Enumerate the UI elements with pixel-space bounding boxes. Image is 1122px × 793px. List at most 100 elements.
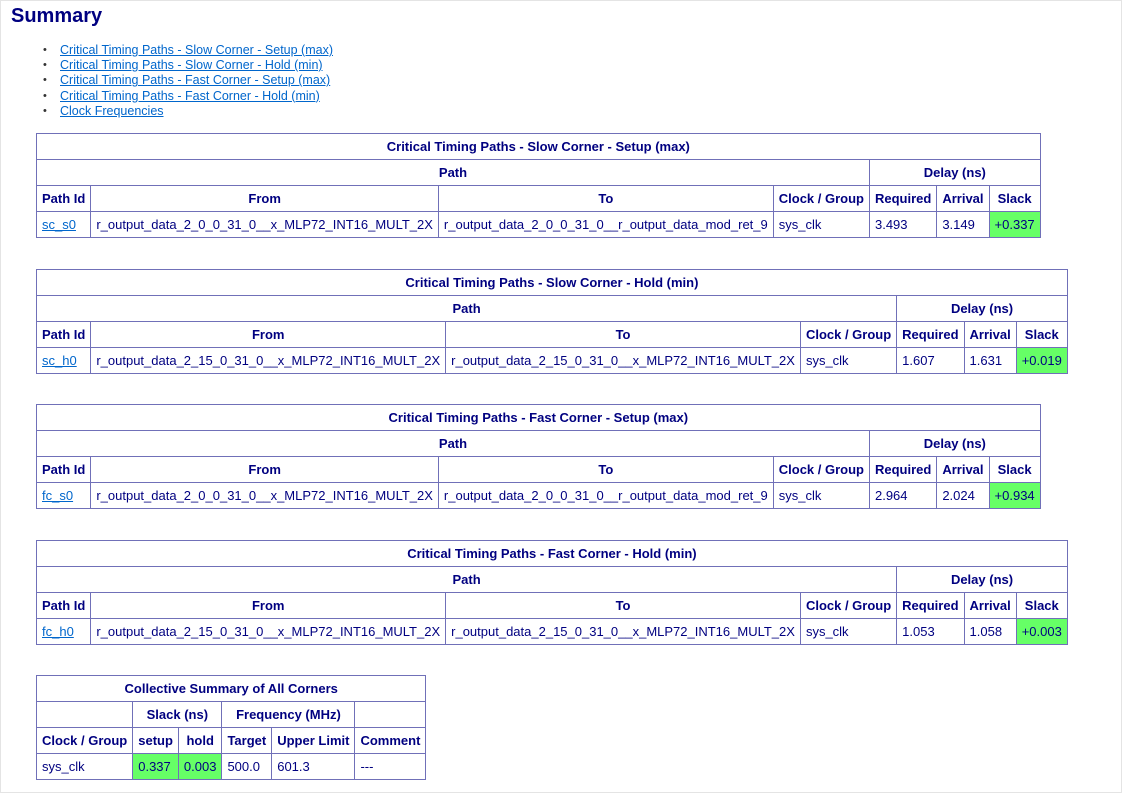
- path-id-link[interactable]: fc_h0: [42, 624, 74, 639]
- path-id-link[interactable]: sc_s0: [42, 217, 76, 232]
- cell-to: r_output_data_2_0_0_31_0__r_output_data_…: [437, 211, 774, 238]
- cell-from: r_output_data_2_15_0_31_0__x_MLP72_INT16…: [90, 618, 447, 645]
- delay-group-header: Delay (ns): [896, 566, 1068, 593]
- header-arrival: Arrival: [963, 592, 1017, 619]
- timing-table-slow-hold: Critical Timing Paths - Slow Corner - Ho…: [35, 269, 1068, 374]
- cell-arrival: 3.149: [936, 211, 990, 238]
- cell-upper-limit: 601.3: [271, 753, 356, 780]
- header-from: From: [90, 592, 447, 619]
- cell-clock: sys_clk: [35, 753, 134, 780]
- table-title: Critical Timing Paths - Slow Corner - Ho…: [36, 269, 1068, 296]
- cell-target: 500.0: [221, 753, 273, 780]
- link-slow-hold[interactable]: Critical Timing Paths - Slow Corner - Ho…: [60, 58, 323, 73]
- collective-summary-table: Collective Summary of All Corners Slack …: [35, 675, 427, 780]
- delay-group-header: Delay (ns): [896, 295, 1068, 322]
- path-group-header: Path: [36, 159, 870, 186]
- link-slow-setup[interactable]: Critical Timing Paths - Slow Corner - Se…: [60, 43, 333, 57]
- cell-required: 1.607: [896, 347, 965, 374]
- cell-hold-slack: 0.003: [177, 753, 223, 780]
- header-from: From: [90, 456, 439, 483]
- header-to: To: [445, 321, 801, 348]
- cell-arrival: 2.024: [936, 482, 990, 509]
- summary-blank: [354, 701, 427, 728]
- summary-blank: [35, 701, 134, 728]
- link-fast-setup[interactable]: Critical Timing Paths - Fast Corner - Se…: [60, 73, 331, 88]
- cell-clock: sys_clk: [772, 482, 870, 509]
- link-fast-hold[interactable]: Critical Timing Paths - Fast Corner - Ho…: [60, 88, 320, 103]
- timing-table-slow-setup: Critical Timing Paths - Slow Corner - Se…: [35, 133, 1041, 238]
- cell-to: r_output_data_2_15_0_31_0__x_MLP72_INT16…: [445, 347, 801, 374]
- header-clock-group: Clock / Group: [772, 456, 870, 483]
- cell-from: r_output_data_2_0_0_31_0__x_MLP72_INT16_…: [90, 482, 439, 509]
- header-path-id: Path Id: [35, 321, 92, 348]
- toc-item: Critical Timing Paths - Slow Corner - Ho…: [43, 58, 333, 73]
- header-clock-group: Clock / Group: [35, 727, 134, 754]
- cell-slack: +0.934: [988, 482, 1041, 509]
- cell-to: r_output_data_2_0_0_31_0__r_output_data_…: [437, 482, 774, 509]
- frequency-group-header: Frequency (MHz): [221, 701, 356, 728]
- header-arrival: Arrival: [936, 456, 990, 483]
- table-row: fc_h0 r_output_data_2_15_0_31_0__x_MLP72…: [35, 618, 1068, 645]
- header-path-id: Path Id: [35, 592, 92, 619]
- header-from: From: [90, 185, 439, 212]
- table-row: sys_clk 0.337 0.003 500.0 601.3 ---: [35, 753, 427, 780]
- path-group-header: Path: [35, 566, 898, 593]
- cell-path-id: fc_h0: [35, 618, 92, 645]
- cell-slack: +0.337: [988, 211, 1041, 238]
- header-clock-group: Clock / Group: [772, 185, 870, 212]
- cell-slack: +0.003: [1015, 618, 1068, 645]
- cell-arrival: 1.058: [963, 618, 1017, 645]
- table-title: Critical Timing Paths - Slow Corner - Se…: [36, 133, 1041, 160]
- cell-required: 3.493: [868, 211, 938, 238]
- timing-table-fast-hold: Critical Timing Paths - Fast Corner - Ho…: [35, 540, 1068, 645]
- toc-item: Critical Timing Paths - Fast Corner - Se…: [43, 73, 333, 88]
- delay-group-header: Delay (ns): [868, 430, 1041, 457]
- cell-comment: ---: [354, 753, 427, 780]
- cell-required: 2.964: [868, 482, 938, 509]
- cell-path-id: fc_s0: [35, 482, 92, 509]
- link-clock-frequencies[interactable]: Clock Frequencies: [60, 103, 164, 118]
- header-to: To: [437, 456, 774, 483]
- cell-required: 1.053: [896, 618, 965, 645]
- delay-group-header: Delay (ns): [868, 159, 1041, 186]
- header-arrival: Arrival: [936, 185, 990, 212]
- slack-group-header: Slack (ns): [132, 701, 223, 728]
- header-target: Target: [221, 727, 273, 754]
- toc-item: Critical Timing Paths - Fast Corner - Ho…: [43, 89, 333, 104]
- header-required: Required: [868, 185, 938, 212]
- table-of-contents: Critical Timing Paths - Slow Corner - Se…: [43, 43, 333, 119]
- header-slack: Slack: [1015, 321, 1068, 348]
- header-setup: setup: [132, 727, 179, 754]
- toc-item: Clock Frequencies: [43, 104, 333, 119]
- summary-title: Collective Summary of All Corners: [35, 675, 427, 702]
- header-path-id: Path Id: [35, 185, 92, 212]
- header-required: Required: [896, 592, 965, 619]
- header-comment: Comment: [354, 727, 427, 754]
- header-to: To: [445, 592, 801, 619]
- header-required: Required: [868, 456, 938, 483]
- path-id-link[interactable]: sc_h0: [42, 353, 77, 368]
- header-to: To: [437, 185, 774, 212]
- header-from: From: [90, 321, 447, 348]
- cell-arrival: 1.631: [963, 347, 1017, 374]
- page-title: Summary: [11, 5, 103, 27]
- table-title: Critical Timing Paths - Fast Corner - Ho…: [36, 540, 1068, 567]
- timing-table-fast-setup: Critical Timing Paths - Fast Corner - Se…: [35, 404, 1041, 509]
- cell-from: r_output_data_2_0_0_31_0__x_MLP72_INT16_…: [90, 211, 439, 238]
- table-row: sc_s0 r_output_data_2_0_0_31_0__x_MLP72_…: [35, 211, 1041, 238]
- header-clock-group: Clock / Group: [799, 321, 898, 348]
- header-slack: Slack: [1015, 592, 1068, 619]
- cell-clock: sys_clk: [799, 347, 898, 374]
- path-group-header: Path: [35, 295, 898, 322]
- toc-item: Critical Timing Paths - Slow Corner - Se…: [43, 43, 333, 58]
- cell-clock: sys_clk: [772, 211, 870, 238]
- cell-path-id: sc_s0: [35, 211, 92, 238]
- cell-setup-slack: 0.337: [132, 753, 179, 780]
- cell-path-id: sc_h0: [35, 347, 92, 374]
- cell-to: r_output_data_2_15_0_31_0__x_MLP72_INT16…: [445, 618, 801, 645]
- path-group-header: Path: [36, 430, 870, 457]
- path-id-link[interactable]: fc_s0: [42, 488, 74, 503]
- cell-from: r_output_data_2_15_0_31_0__x_MLP72_INT16…: [90, 347, 447, 374]
- header-path-id: Path Id: [35, 456, 92, 483]
- table-title: Critical Timing Paths - Fast Corner - Se…: [36, 404, 1041, 431]
